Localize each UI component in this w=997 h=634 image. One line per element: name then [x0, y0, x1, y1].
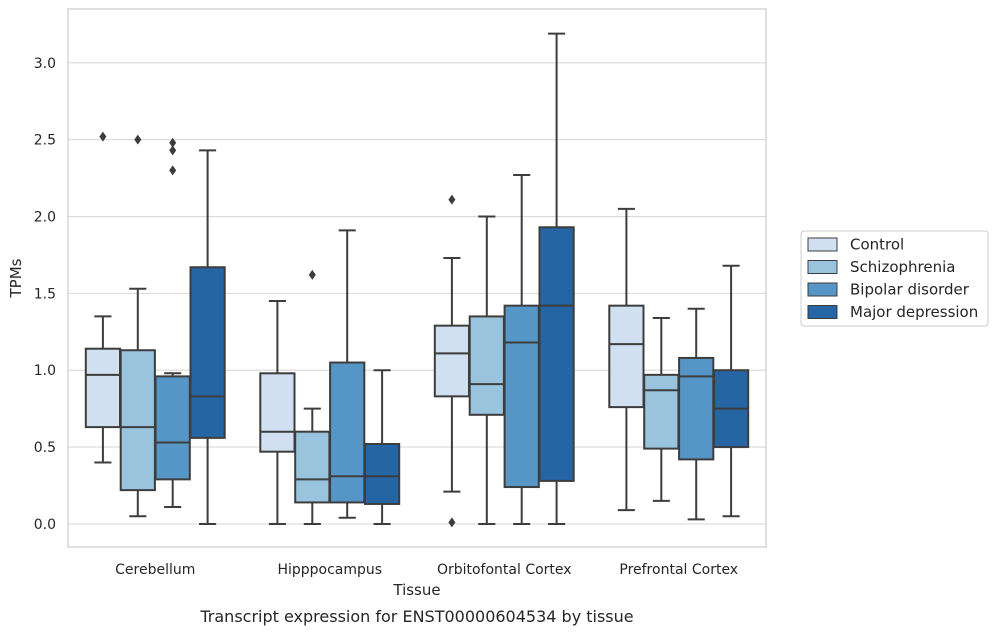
box-bipolar-disorder — [678, 307, 715, 521]
plot-area-frame — [67, 8, 767, 548]
y-tick-labels: 0.0 0.5 1.0 1.5 2.0 2.5 3.0 — [34, 56, 56, 533]
box-bipolar-disorder — [329, 229, 366, 519]
box-control — [608, 207, 645, 512]
box-iqr — [189, 266, 226, 439]
box-schizophrenia — [643, 316, 680, 502]
y-axis-label: TPMs — [7, 258, 25, 298]
legend-label: Major depression — [850, 303, 978, 321]
box-bipolar-disorder — [503, 174, 540, 525]
x-axis-label: Tissue — [392, 581, 440, 599]
box-schizophrenia — [119, 134, 156, 518]
box-schizophrenia — [294, 269, 331, 525]
outlier-point — [448, 194, 456, 205]
y-tick-label: 2.0 — [34, 210, 56, 226]
y-tick-label: 0.5 — [34, 440, 56, 456]
box-bipolar-disorder — [154, 137, 191, 509]
box-iqr — [329, 361, 366, 504]
legend-frame — [800, 230, 989, 327]
y-tick-label: 1.5 — [34, 286, 56, 302]
x-tick-label: Hipppocampus — [277, 562, 382, 578]
box-schizophrenia — [468, 215, 505, 525]
box-series — [84, 32, 750, 528]
box-iqr — [154, 375, 191, 481]
x-tick-label: Prefrontal Cortex — [619, 562, 738, 578]
x-tick-labels: Cerebellum Hipppocampus Orbitofontal Corte… — [115, 562, 738, 578]
outlier-point — [308, 269, 316, 280]
legend-swatch — [807, 237, 838, 252]
x-tick-label: Cerebellum — [115, 562, 195, 578]
outlier-point — [448, 517, 456, 528]
box-major-depression — [189, 149, 226, 525]
legend-label: Schizophrenia — [850, 258, 955, 276]
box-iqr — [363, 443, 401, 505]
outlier-point — [169, 145, 177, 156]
box-iqr — [433, 324, 471, 398]
y-tick-label: 0.0 — [34, 517, 56, 533]
outlier-point — [134, 134, 142, 145]
chart-caption: Transcript expression for ENST0000060453… — [199, 607, 633, 626]
box-iqr — [119, 349, 156, 492]
box-control — [84, 131, 122, 464]
y-tick-label: 2.5 — [34, 133, 56, 149]
box-major-depression — [538, 32, 575, 525]
y-tick-label: 3.0 — [34, 56, 56, 72]
legend-swatch — [807, 305, 838, 319]
box-control — [259, 300, 296, 525]
box-iqr — [259, 372, 296, 453]
box-iqr — [294, 430, 331, 504]
outlier-point — [169, 165, 177, 176]
legend: Control Schizophrenia Bipolar disorder Majo… — [800, 230, 989, 327]
box-iqr — [538, 226, 575, 482]
box-iqr — [468, 315, 505, 416]
box-major-depression — [363, 369, 401, 525]
box-major-depression — [712, 264, 750, 518]
legend-label: Bipolar disorder — [850, 281, 970, 299]
box-iqr — [503, 304, 540, 489]
x-tick-label: Orbitofontal Cortex — [437, 562, 572, 578]
box-iqr — [608, 304, 645, 409]
legend-swatch — [807, 282, 838, 297]
legend-label: Control — [850, 236, 904, 254]
legend-swatch — [807, 260, 838, 274]
box-control — [433, 194, 471, 528]
box-iqr — [678, 356, 715, 461]
outlier-point — [99, 131, 107, 142]
y-tick-label: 1.0 — [34, 363, 56, 379]
box-iqr — [84, 347, 122, 429]
box-iqr — [643, 373, 680, 450]
outlier-point — [169, 137, 177, 148]
